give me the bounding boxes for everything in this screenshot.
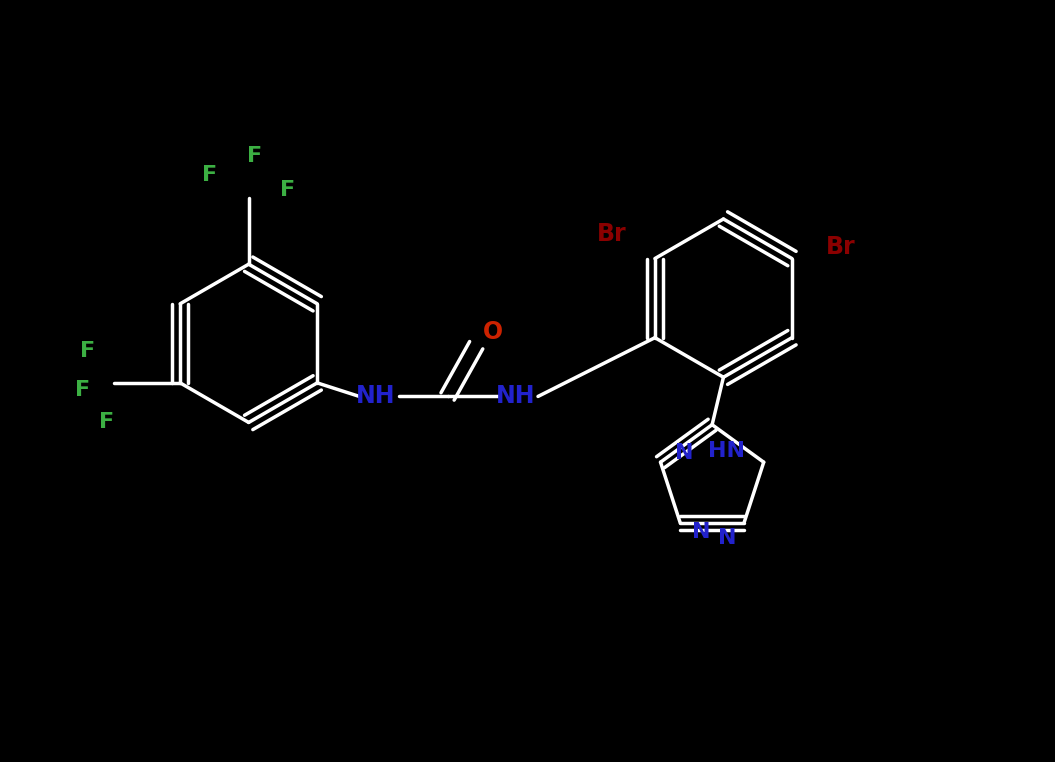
Text: NH: NH	[357, 385, 396, 408]
Text: N: N	[718, 528, 736, 548]
Text: F: F	[99, 412, 114, 432]
Text: Br: Br	[826, 235, 856, 259]
Text: F: F	[247, 146, 263, 166]
Text: F: F	[281, 181, 295, 200]
Text: F: F	[80, 341, 95, 361]
Text: HN: HN	[708, 441, 745, 461]
Text: Br: Br	[596, 223, 626, 246]
Text: N: N	[675, 443, 694, 463]
Text: N: N	[692, 522, 711, 542]
Text: F: F	[75, 380, 90, 400]
Text: NH: NH	[496, 385, 535, 408]
Text: O: O	[483, 319, 503, 344]
Text: F: F	[202, 165, 217, 185]
